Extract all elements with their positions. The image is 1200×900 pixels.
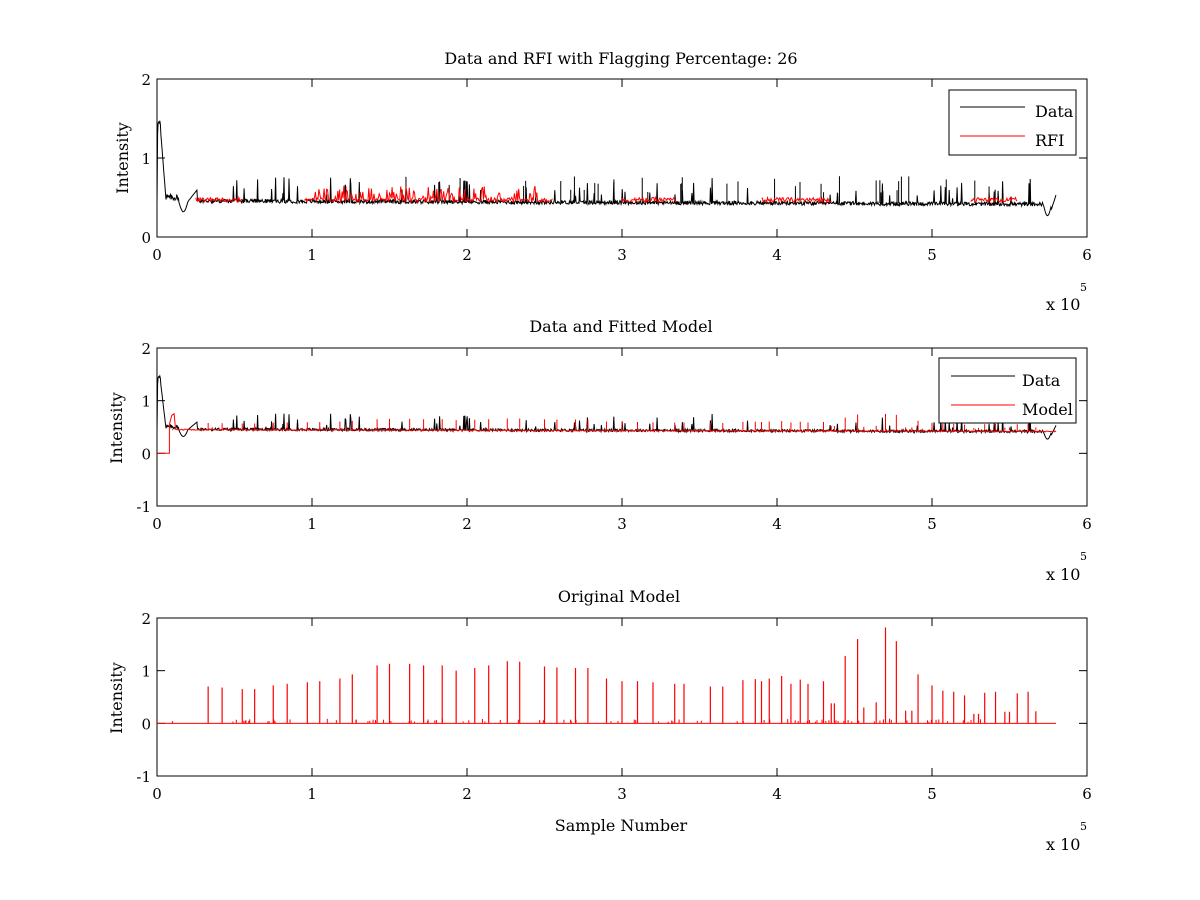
panel-1-xtick-label: 0	[152, 246, 162, 264]
panel-2-title: Data and Fitted Model	[529, 317, 712, 336]
panel-3-exponent-power: 5	[1080, 820, 1087, 833]
panel-1-xtick-label: 2	[462, 246, 472, 264]
panel-2-x-exponent: x 10 5	[1046, 550, 1087, 584]
panel-1-ytick-label: 2	[141, 71, 151, 89]
panel-1-series-rfi	[621, 196, 677, 204]
panel-1-legend-data-label: Data	[1035, 102, 1074, 121]
panel-2-ytick-label: 0	[141, 445, 151, 463]
panel-1-exponent-base: x 10	[1046, 295, 1080, 314]
panel-1-xtick-label: 6	[1082, 246, 1092, 264]
panel-2-xtick-label: 5	[927, 515, 937, 533]
panel-1-xtick-label: 3	[617, 246, 627, 264]
panel-1-x-exponent: x 10 5	[1046, 281, 1087, 314]
panel-3-xtick-label: 1	[307, 785, 317, 803]
panel-3-ytick-label: 0	[141, 715, 151, 733]
panel-1-ylabel: Intensity	[113, 122, 132, 194]
panel-1-plot-area	[156, 120, 1057, 217]
panel-2-ytick-label: -1	[136, 498, 151, 516]
panel-2-ylabel: Intensity	[107, 392, 126, 464]
panel-1-series-rfi	[970, 195, 1018, 204]
panel-2-ytick-label: 2	[141, 340, 151, 358]
panel-3-xlabel: Sample Number	[555, 816, 688, 835]
panel-1-legend-rfi-label: RFI	[1035, 131, 1064, 150]
panel-3-ytick-label: 1	[141, 663, 151, 681]
panel-2-xtick-label: 2	[462, 515, 472, 533]
panel-2-exponent-power: 5	[1080, 550, 1087, 563]
panel-3-plot-area	[157, 627, 1056, 724]
panel-2-plot-area	[156, 374, 1057, 454]
panel-1: Data and RFI with Flagging Percentage: 2…	[113, 49, 1092, 314]
panel-3-title: Original Model	[558, 587, 680, 606]
panel-1-xtick-label: 4	[772, 246, 782, 264]
panel-3-xtick-label: 0	[152, 785, 162, 803]
panel-1-series-rfi	[761, 195, 832, 204]
panel-1-legend: Data RFI	[948, 89, 1077, 156]
panel-2-legend: Data Model	[938, 357, 1077, 424]
panel-2-xtick-label: 0	[152, 515, 162, 533]
panel-1-series-rfi	[195, 195, 243, 204]
panel-2-xtick-label: 6	[1082, 515, 1092, 533]
panel-2-xtick-label: 3	[617, 515, 627, 533]
panel-1-series-rfi	[303, 185, 553, 205]
panel-3-ylabel: Intensity	[107, 662, 126, 734]
panel-2-series-model	[157, 412, 1057, 454]
panel-3-x-exponent: x 10 5	[1046, 820, 1087, 854]
panel-1-ytick-label: 0	[141, 229, 151, 247]
panel-3-xtick-label: 4	[772, 785, 782, 803]
panel-3-exponent-base: x 10	[1046, 835, 1080, 854]
panel-1-ticks: 0 1 2 3 4 5 6 0 1 2	[141, 71, 1091, 264]
panel-3-ytick-label: 2	[141, 610, 151, 628]
panel-2-legend-box	[938, 357, 1077, 424]
panel-3-xtick-label: 5	[927, 785, 937, 803]
panel-2-xtick-label: 4	[772, 515, 782, 533]
panel-3-xtick-label: 6	[1082, 785, 1092, 803]
panel-2-legend-model-label: Model	[1022, 400, 1073, 419]
panel-3-ytick-label: -1	[136, 768, 151, 786]
panel-2-xtick-label: 1	[307, 515, 317, 533]
panel-1-legend-box	[948, 89, 1077, 156]
panel-1-xtick-label: 1	[307, 246, 317, 264]
panel-2-legend-data-label: Data	[1022, 371, 1061, 390]
panel-1-title: Data and RFI with Flagging Percentage: 2…	[444, 49, 797, 68]
panel-2-exponent-base: x 10	[1046, 565, 1080, 584]
panel-2-ytick-label: 1	[141, 393, 151, 411]
panel-3-xtick-label: 2	[462, 785, 472, 803]
panel-1-xtick-label: 5	[927, 246, 937, 264]
panel-3-xtick-label: 3	[617, 785, 627, 803]
panel-1-exponent-power: 5	[1080, 281, 1087, 294]
panel-1-ytick-label: 1	[141, 150, 151, 168]
